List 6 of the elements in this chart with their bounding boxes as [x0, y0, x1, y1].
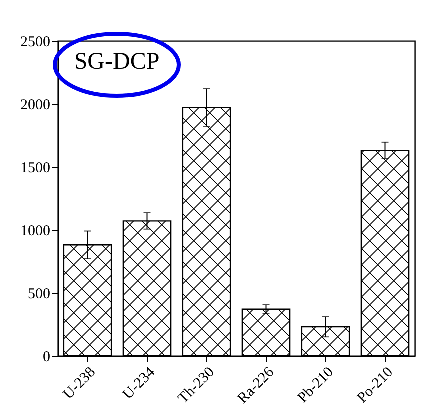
- y-tick-label: 500: [28, 286, 50, 302]
- y-tick-label: 2500: [20, 34, 50, 50]
- y-tick-label: 1500: [20, 160, 50, 176]
- y-tick-label: 2000: [20, 98, 50, 114]
- y-tick-label: 1000: [20, 224, 50, 240]
- y-tick-label: 0: [43, 350, 50, 366]
